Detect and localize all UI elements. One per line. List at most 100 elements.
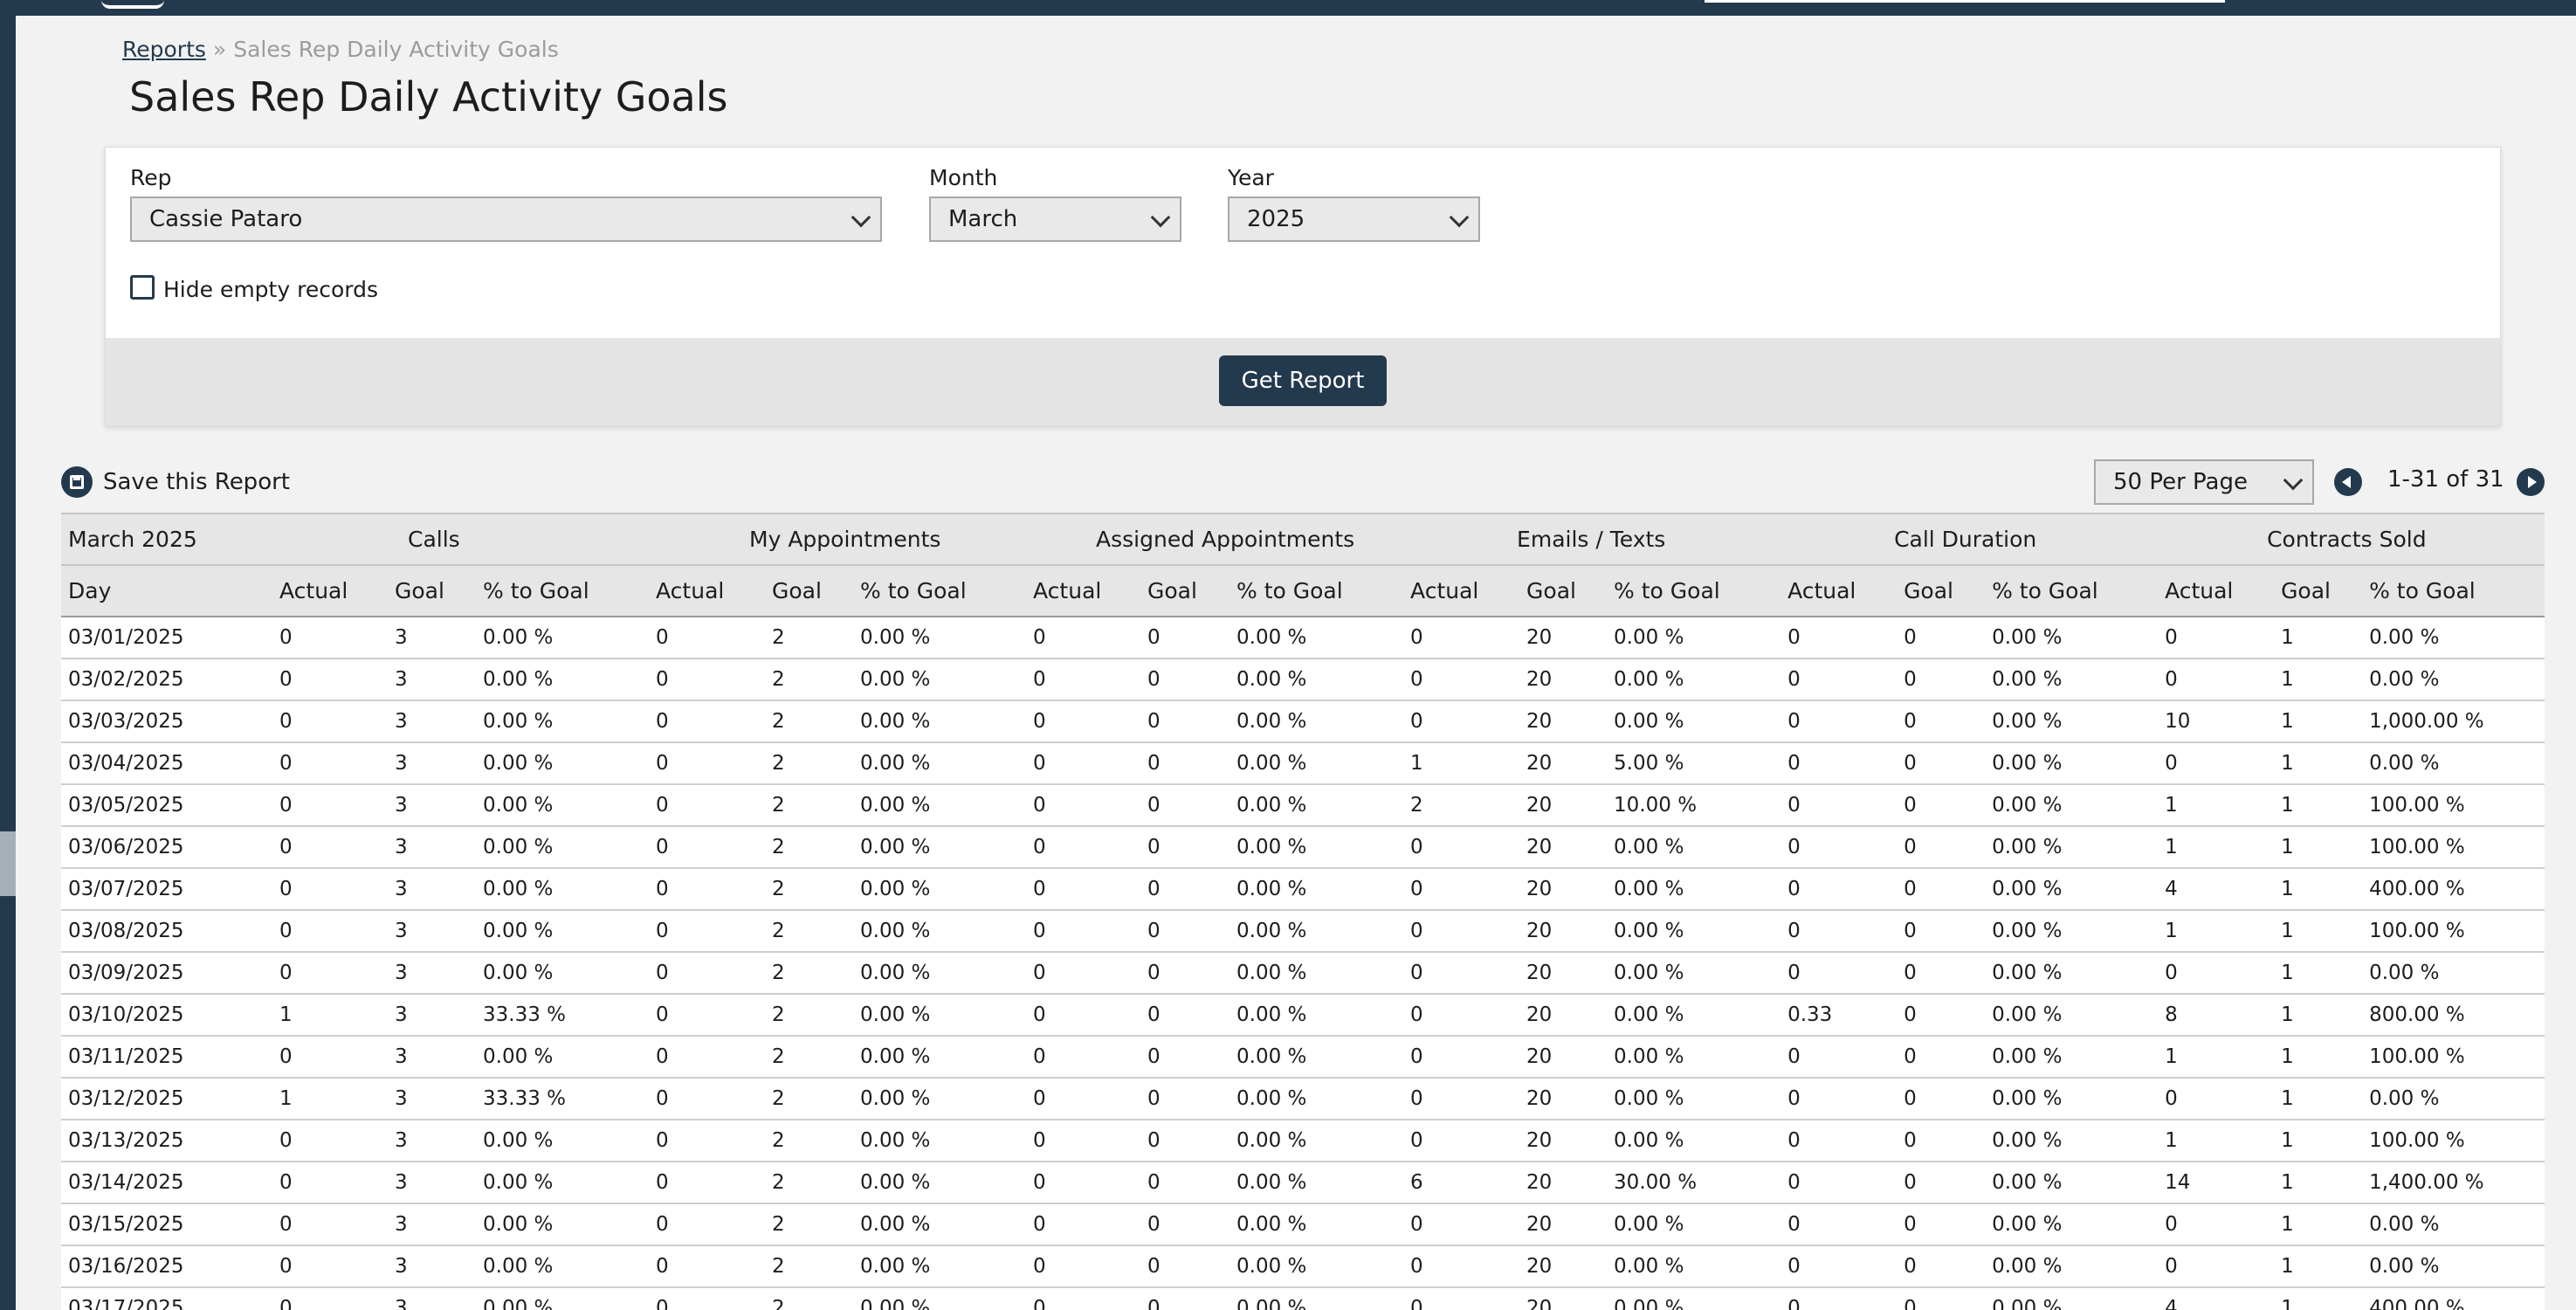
column-header-actual[interactable]: Actual [2158,565,2275,617]
table-cell: 0 [1897,826,1986,869]
table-cell: 0.00 % [1985,1203,2159,1246]
table-cell: 3 [388,826,476,869]
table-cell: 1 [2158,1120,2275,1162]
column-header-goal[interactable]: Goal [1897,565,1986,617]
month-select[interactable]: March [929,196,1181,242]
column-header-goal[interactable]: Goal [765,565,854,617]
table-group-header-row: March 2025 Calls My Appointments Assigne… [61,513,2545,566]
per-page-select[interactable]: 50 Per Page [2094,459,2314,505]
table-cell: 1 [2274,910,2363,953]
table-cell: 0 [272,952,388,995]
column-header-actual[interactable]: Actual [272,565,388,617]
column-header-percent-to-goal[interactable]: % to Goal [1607,565,1781,617]
table-row: 03/08/2025 0 3 0.00 % 0 2 0.00 % 0 0 0.00 % 0 20 0.0… [61,910,2545,953]
table-cell: 0.00 % [2362,952,2545,995]
table-cell: 0 [1897,700,1986,743]
table-cell: 3 [388,994,476,1037]
logo[interactable] [101,0,164,9]
table-cell-day: 03/03/2025 [61,700,272,743]
save-report-button[interactable]: Save this Report [61,466,290,498]
table-cell: 0 [1026,1203,1141,1246]
table-cell: 1 [2274,1120,2363,1162]
table-cell: 3 [388,952,476,995]
column-header-goal[interactable]: Goal [1519,565,1608,617]
table-cell: 0.33 [1780,994,1898,1037]
group-header-my-appointments: My Appointments [649,513,1027,566]
table-cell: 0 [1026,742,1141,785]
table-cell: 0 [649,784,766,827]
table-cell: 20 [1519,1162,1608,1204]
table-column-header-row: Day Actual Goal% to Goal Actual Goal% to Go… [61,565,2545,617]
table-cell: 0 [649,952,766,995]
table-cell: 1 [272,1078,388,1120]
table-cell: 0.00 % [1229,1036,1404,1079]
table-cell: 0.00 % [1229,617,1404,659]
previous-page-icon[interactable] [2334,468,2362,496]
group-header-emails-texts: Emails / Texts [1403,513,1781,566]
next-page-icon[interactable] [2517,468,2545,496]
table-row: 03/06/2025 0 3 0.00 % 0 2 0.00 % 0 0 0.00 % 0 20 0.0… [61,826,2545,869]
table-cell: 0.00 % [1229,868,1404,911]
column-header-percent-to-goal[interactable]: % to Goal [2362,565,2545,617]
table-cell: 2 [765,952,854,995]
table-cell: 0 [649,1036,766,1079]
column-header-goal[interactable]: Goal [2274,565,2363,617]
table-cell: 0.00 % [1607,1287,1781,1310]
table-cell: 0.00 % [1607,617,1781,659]
table-cell: 0.00 % [2362,1078,2545,1120]
period-header: March 2025 [61,513,272,566]
table-row: 03/03/2025 0 3 0.00 % 0 2 0.00 % 0 0 0.00 % 0 20 0.0… [61,700,2545,743]
table-cell: 1 [2274,1245,2363,1288]
table-cell: 0 [1403,1078,1520,1120]
table-cell: 20 [1519,868,1608,911]
column-header-percent-to-goal[interactable]: % to Goal [476,565,650,617]
year-select[interactable]: 2025 [1228,196,1480,242]
column-header-actual[interactable]: Actual [1780,565,1898,617]
column-header-actual[interactable]: Actual [1403,565,1520,617]
table-cell: 1 [2274,617,2363,659]
table-cell: 1 [2274,868,2363,911]
table-cell: 0 [1140,1203,1230,1246]
column-header-percent-to-goal[interactable]: % to Goal [1985,565,2159,617]
table-cell: 0.00 % [2362,617,2545,659]
sidebar-toggle-handle[interactable] [0,831,16,896]
table-cell: 20 [1519,658,1608,701]
table-row: 03/02/2025 0 3 0.00 % 0 2 0.00 % 0 0 0.00 % 0 20 0.0… [61,658,2545,701]
table-cell: 1 [2274,1078,2363,1120]
breadcrumb-link-reports[interactable]: Reports [122,37,206,62]
column-header-actual[interactable]: Actual [1026,565,1141,617]
table-cell: 0.00 % [476,784,650,827]
column-header-actual[interactable]: Actual [649,565,766,617]
table-cell: 1 [2274,952,2363,995]
activity-goals-table: March 2025 Calls My Appointments Assigne… [61,513,2545,1310]
table-cell: 0.00 % [1985,617,2159,659]
rep-select[interactable]: Cassie Pataro [130,196,882,242]
table-cell: 5.00 % [1607,742,1781,785]
table-cell: 10 [2158,700,2275,743]
table-cell: 2 [765,1287,854,1310]
table-cell: 0.00 % [1985,1120,2159,1162]
column-header-goal[interactable]: Goal [388,565,476,617]
table-cell: 1 [2158,910,2275,953]
column-header-day[interactable]: Day [61,565,272,617]
table-cell: 3 [388,1162,476,1204]
column-header-percent-to-goal[interactable]: % to Goal [853,565,1027,617]
column-header-percent-to-goal[interactable]: % to Goal [1229,565,1404,617]
table-cell: 1 [2158,826,2275,869]
table-cell: 0 [1403,868,1520,911]
column-header-goal[interactable]: Goal [1140,565,1230,617]
group-header-call-duration: Call Duration [1780,513,2159,566]
table-cell-day: 03/15/2025 [61,1203,272,1246]
hide-empty-records-label[interactable]: Hide empty records [163,277,378,302]
table-cell: 0.00 % [1607,1203,1781,1246]
table-cell: 2 [765,1120,854,1162]
report-filter-panel: Rep Cassie Pataro Month March Year 2025 … [105,147,2501,426]
table-cell: 20 [1519,1078,1608,1120]
hide-empty-records-checkbox[interactable] [130,275,155,300]
global-search-input[interactable] [1705,0,2225,3]
table-cell: 0 [1140,868,1230,911]
table-cell: 0 [1780,952,1898,995]
save-icon [61,466,93,498]
table-cell: 20 [1519,1203,1608,1246]
get-report-button[interactable]: Get Report [1219,355,1387,406]
